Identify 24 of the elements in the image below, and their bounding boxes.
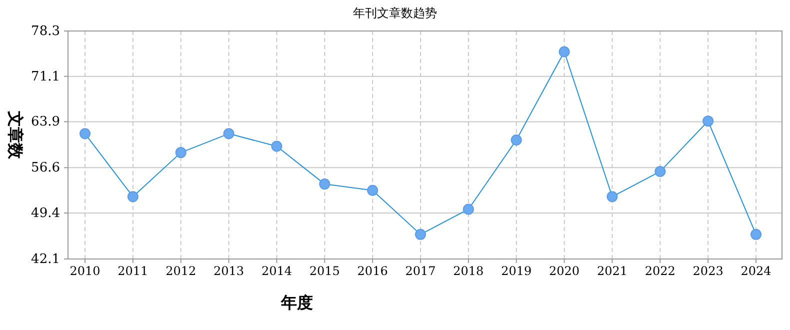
x-tick-label: 2011	[118, 264, 148, 278]
x-tick-label: 2024	[740, 264, 772, 278]
x-tick-label: 2023	[692, 264, 724, 278]
x-tick-label: 2019	[501, 264, 532, 278]
y-tick-label: 71.1	[31, 69, 60, 84]
x-tick-label: 2013	[214, 264, 244, 278]
y-axis-title: 文章数	[6, 110, 25, 160]
x-tick-label: 2016	[357, 264, 388, 278]
y-tick-label: 49.4	[31, 206, 60, 222]
x-tick-label: 2020	[549, 264, 580, 278]
x-tick-label: 2022	[644, 264, 676, 278]
x-tick-label: 2010	[70, 264, 100, 278]
y-tick-label: 63.9	[31, 114, 60, 130]
x-tick-label: 2014	[261, 264, 292, 278]
x-tick-label: 2015	[309, 264, 340, 278]
y-tick-label: 42.1	[31, 252, 60, 267]
x-tick-label: 2017	[405, 264, 436, 278]
x-tick-label: 2018	[453, 264, 484, 278]
chart-title: 年刊文章数趋势	[353, 6, 437, 20]
y-tick-label: 56.6	[31, 160, 60, 176]
x-tick-label: 2021	[596, 264, 628, 278]
x-tick-label: 2012	[166, 264, 196, 278]
y-tick-label: 78.3	[31, 24, 60, 39]
x-axis-title: 年度	[280, 293, 313, 312]
